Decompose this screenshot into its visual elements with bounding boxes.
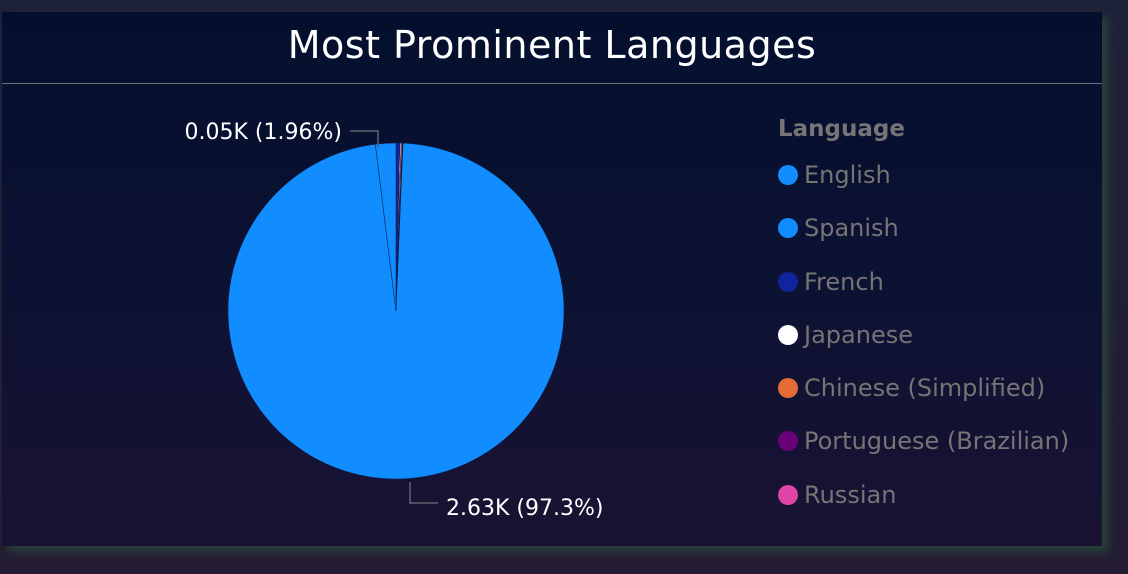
legend-label: English [804, 161, 891, 189]
pie-chart[interactable]: 2.63K (97.3%) 0.05K (1.96%) [2, 12, 1102, 546]
legend-label: Portuguese (Brazilian) [804, 427, 1070, 456]
legend-item-russian[interactable]: Russian [778, 480, 1069, 533]
legend-label: Chinese (Simplified) [804, 374, 1046, 403]
legend-item-japanese[interactable]: Japanese [778, 320, 1069, 373]
legend-item-french[interactable]: French [778, 267, 1069, 320]
legend-marker-icon [778, 218, 798, 239]
title-divider [2, 83, 1102, 84]
legend-item-spanish[interactable]: Spanish [778, 213, 1069, 266]
legend-marker-icon [778, 165, 798, 185]
legend[interactable]: English Spanish French Japanese Chinese (Sim… [778, 160, 1069, 533]
legend-label: Japanese [804, 320, 913, 349]
legend-label: Russian [804, 480, 897, 509]
pie-slice-english[interactable] [227, 142, 565, 480]
chart-panel[interactable]: Most Prominent Languages 2.63K (97.3%) 0.… [2, 12, 1102, 546]
legend-item-english[interactable]: English [778, 160, 1069, 213]
english-data-label: 2.63K (97.3%) [446, 496, 603, 521]
legend-title: Language [778, 116, 905, 142]
legend-label: French [804, 267, 884, 296]
spanish-leader-line [350, 130, 379, 148]
legend-item-chinese-simplified[interactable]: Chinese (Simplified) [778, 373, 1069, 426]
legend-marker-icon [778, 324, 798, 345]
legend-marker-icon [778, 378, 798, 399]
spanish-data-label: 0.05K (1.96%) [185, 120, 342, 145]
chart-title: Most Prominent Languages [287, 23, 817, 67]
pie-slice-spanish[interactable] [375, 142, 397, 312]
legend-label: Spanish [804, 214, 899, 243]
legend-marker-icon [778, 431, 798, 452]
legend-marker-icon [778, 271, 798, 292]
english-leader-line [409, 482, 438, 504]
legend-item-portuguese-brazilian[interactable]: Portuguese (Brazilian) [778, 426, 1069, 479]
legend-marker-icon [778, 484, 798, 505]
